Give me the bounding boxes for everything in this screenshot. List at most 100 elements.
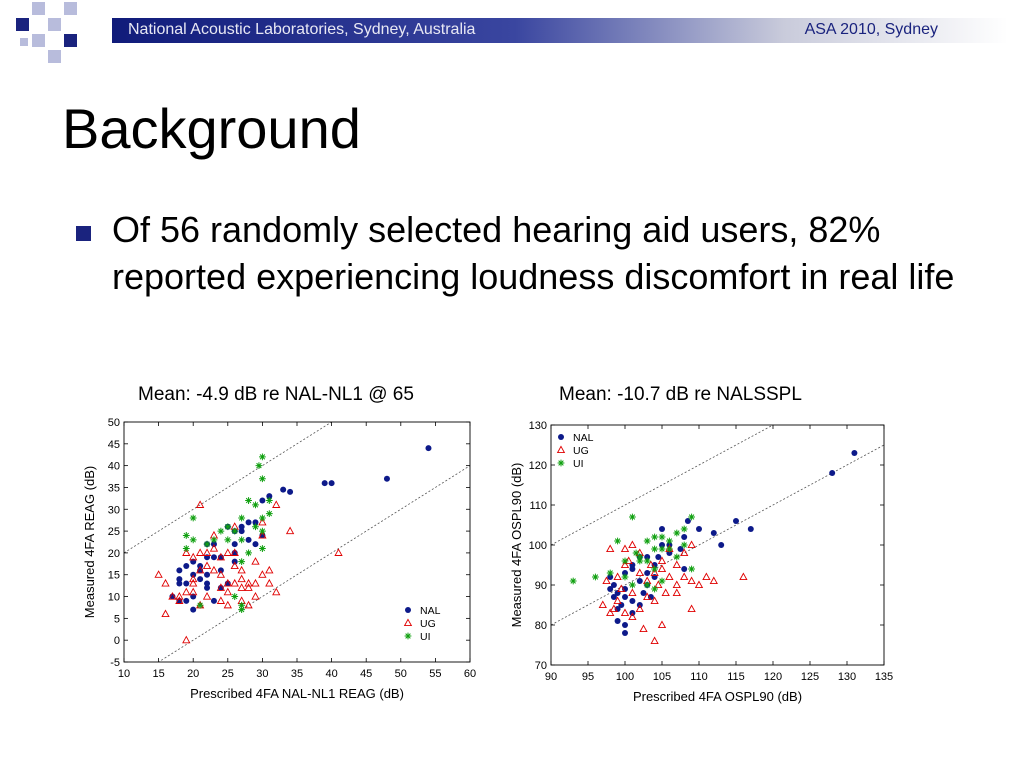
reference-line bbox=[551, 425, 774, 546]
point-ug bbox=[635, 604, 644, 613]
header-conference: ASA 2010, Sydney bbox=[804, 21, 938, 38]
legend-label: UG bbox=[573, 445, 589, 457]
point-nal bbox=[321, 480, 328, 487]
point-nal bbox=[607, 574, 614, 580]
point-nal bbox=[328, 480, 335, 487]
point-ug bbox=[285, 526, 295, 535]
point-ui bbox=[252, 501, 259, 509]
point-ug bbox=[620, 560, 630, 569]
point-ug bbox=[598, 600, 607, 609]
point-ug bbox=[258, 570, 267, 578]
point-ug bbox=[230, 578, 239, 587]
legend-marker-ug bbox=[403, 618, 413, 627]
point-ui bbox=[636, 557, 644, 565]
point-ug bbox=[265, 565, 274, 574]
point-ui bbox=[636, 553, 644, 561]
point-ui bbox=[259, 527, 266, 535]
point-ug bbox=[672, 580, 681, 589]
y-tick-label: 25 bbox=[108, 526, 120, 538]
y-tick-label: 15 bbox=[108, 570, 120, 582]
point-nal bbox=[176, 580, 183, 587]
point-ug bbox=[189, 587, 198, 596]
legend-label: NAL bbox=[420, 605, 441, 617]
bullet-square-icon bbox=[76, 226, 91, 241]
point-nal bbox=[622, 594, 628, 600]
point-ug bbox=[680, 572, 689, 581]
point-nal bbox=[245, 519, 252, 526]
point-ui bbox=[643, 557, 651, 565]
point-ug bbox=[643, 592, 652, 601]
scatter-chart-reag: 10 15 20 25 30 35 40 45 50 55 60 -5 0 5 10 15 20 25 30 35 40… bbox=[82, 417, 476, 701]
point-ug bbox=[272, 500, 281, 508]
point-ug bbox=[251, 592, 260, 600]
point-nal bbox=[622, 586, 628, 592]
point-nal bbox=[655, 554, 662, 560]
point-ug bbox=[182, 587, 191, 596]
point-ug bbox=[258, 517, 267, 526]
x-tick-label: 40 bbox=[325, 668, 337, 680]
point-nal bbox=[681, 534, 688, 540]
point-ui bbox=[629, 581, 636, 589]
point-ug bbox=[661, 588, 670, 597]
point-nal bbox=[710, 530, 717, 536]
x-tick-label: 135 bbox=[875, 671, 893, 683]
legend-marker-ui bbox=[404, 632, 412, 640]
point-nal bbox=[644, 570, 651, 576]
point-ug bbox=[613, 572, 622, 581]
point-ug bbox=[687, 576, 696, 585]
x-tick-label: 55 bbox=[429, 668, 441, 680]
y-axis-label: Measured 4FA OSPL90 (dB) bbox=[509, 463, 524, 628]
point-nal bbox=[607, 586, 614, 592]
point-ui bbox=[643, 581, 651, 589]
point-nal bbox=[651, 574, 658, 580]
point-ug bbox=[223, 548, 232, 556]
point-ug bbox=[216, 583, 226, 591]
point-ui bbox=[238, 558, 246, 566]
point-ug bbox=[606, 608, 615, 617]
point-ui bbox=[651, 533, 658, 541]
point-nal bbox=[696, 526, 702, 532]
y-tick-label: 40 bbox=[108, 461, 120, 473]
point-ug bbox=[739, 572, 748, 581]
point-ui bbox=[217, 527, 225, 535]
point-ug bbox=[189, 578, 198, 587]
x-tick-label: 50 bbox=[395, 668, 407, 680]
chart2-caption: Mean: -10.7 dB re NALSSPL bbox=[559, 384, 802, 405]
point-ui bbox=[673, 529, 681, 537]
point-ui bbox=[238, 606, 246, 614]
point-ug bbox=[237, 574, 246, 583]
point-nal bbox=[176, 576, 183, 583]
point-ug bbox=[635, 568, 644, 577]
point-ui bbox=[606, 569, 614, 577]
point-ug bbox=[680, 548, 689, 557]
point-ug bbox=[687, 540, 696, 549]
legend-marker-nal bbox=[558, 434, 564, 440]
point-nal bbox=[252, 541, 259, 548]
point-nal bbox=[636, 578, 643, 584]
point-ug bbox=[639, 624, 648, 633]
point-ui bbox=[265, 510, 273, 518]
point-ug bbox=[672, 560, 681, 569]
point-ui bbox=[592, 573, 599, 581]
point-ui bbox=[224, 523, 232, 531]
point-ug bbox=[606, 544, 615, 553]
point-ug bbox=[650, 596, 659, 605]
point-ui bbox=[255, 462, 263, 470]
y-tick-label: 80 bbox=[535, 620, 547, 632]
point-ug bbox=[650, 568, 659, 577]
point-nal bbox=[681, 566, 688, 572]
point-nal bbox=[204, 580, 211, 587]
point-nal bbox=[644, 554, 651, 560]
point-nal bbox=[204, 571, 211, 578]
point-ui bbox=[189, 514, 197, 522]
point-ug bbox=[189, 574, 198, 583]
point-ug bbox=[216, 596, 226, 604]
point-nal bbox=[747, 526, 754, 532]
point-nal bbox=[259, 497, 266, 504]
point-nal bbox=[383, 475, 390, 482]
point-nal bbox=[622, 570, 628, 576]
point-ui bbox=[238, 601, 246, 609]
point-ui bbox=[203, 540, 211, 548]
point-ug bbox=[654, 580, 663, 589]
point-ug bbox=[628, 540, 637, 549]
